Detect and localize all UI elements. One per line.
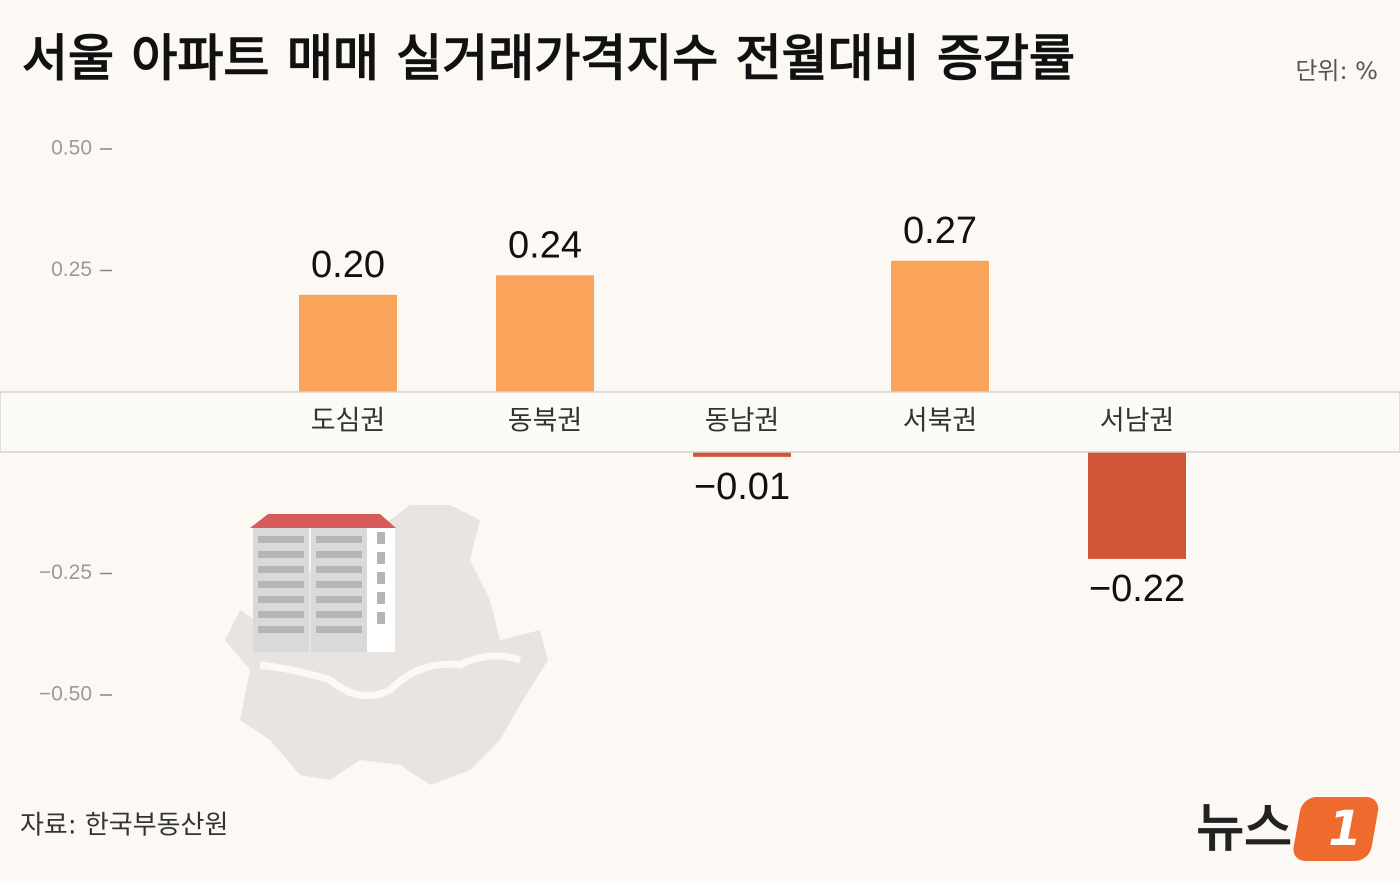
bar bbox=[496, 275, 594, 392]
category-band bbox=[0, 391, 1400, 453]
chart-title: 서울 아파트 매매 실거래가격지수 전월대비 증감률 bbox=[22, 30, 1075, 88]
value-label: −0.22 bbox=[1089, 568, 1185, 610]
x-tick-label: 동남권 bbox=[705, 406, 780, 437]
logo-box bbox=[1293, 797, 1379, 861]
logo-text: 뉴스 bbox=[1196, 799, 1292, 859]
logo-number: 1 bbox=[1328, 801, 1361, 857]
y-tick-label: −0.50 bbox=[39, 683, 92, 706]
bar bbox=[1088, 452, 1186, 559]
x-tick-label: 서북권 bbox=[903, 406, 978, 437]
source: 자료: 한국부동산원 bbox=[20, 811, 228, 841]
building-icon bbox=[250, 514, 396, 652]
x-tick-label: 서남권 bbox=[1100, 406, 1175, 437]
unit-label: 단위: % bbox=[1295, 57, 1378, 85]
x-tick-label: 동북권 bbox=[508, 406, 583, 437]
value-label: 0.24 bbox=[508, 224, 582, 266]
y-tick-label: 0.50 bbox=[51, 137, 92, 160]
y-tick-label: −0.25 bbox=[39, 561, 92, 584]
plot-area: 0.50 0.25 −0.25 −0.50 0.20 0.24 −0.01 0.27 −0.22 bbox=[39, 137, 1186, 706]
bar bbox=[299, 294, 397, 392]
value-label: 0.27 bbox=[903, 210, 977, 252]
y-tick-label: 0.25 bbox=[51, 258, 92, 281]
value-label: −0.01 bbox=[694, 466, 790, 508]
logo: 뉴스 1 bbox=[1196, 797, 1379, 861]
category-labels: 도심권 동북권 동남권 서북권 서남권 bbox=[311, 406, 1175, 437]
x-tick-label: 도심권 bbox=[311, 406, 386, 437]
value-label: 0.20 bbox=[311, 244, 385, 286]
bar bbox=[693, 452, 791, 457]
bar bbox=[891, 260, 989, 392]
